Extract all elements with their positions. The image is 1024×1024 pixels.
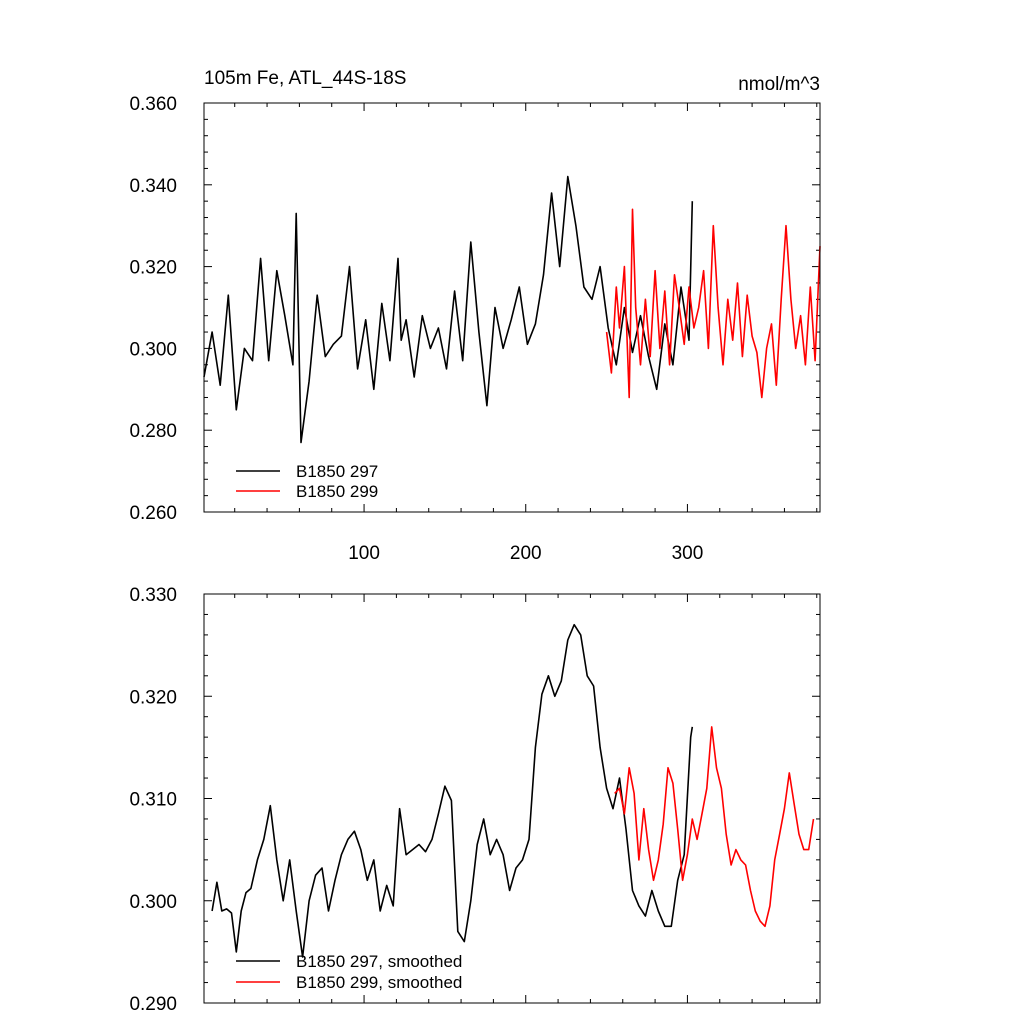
top-panel-x-tick-labels: 100 200 300 — [348, 543, 703, 564]
panel-1-y-tick-label: 0.300 — [129, 892, 177, 913]
legend-label-b1850-297: B1850 297 — [296, 462, 378, 481]
bottom-panel: 0.290 0.300 0.310 0.320 0.330 B1850 297, smo… — [129, 585, 821, 1015]
panel-0-x-tick-label: 300 — [672, 543, 704, 564]
panel-1-y-tick-label: 0.310 — [129, 790, 177, 811]
series-line-b1850-297-smoothed — [211, 623, 694, 958]
top-panel: 105m Fe, ATL_44S-18S nmol/m^3 0.260 0.280… — [129, 68, 821, 564]
panel-0-y-tick-label: 0.260 — [129, 503, 177, 524]
panel-0-y-tick-label: 0.280 — [129, 421, 177, 442]
panel-0-y-tick-label: 0.320 — [129, 258, 177, 279]
panel-0-y-tick-label: 0.300 — [129, 339, 177, 360]
bottom-panel-series — [211, 623, 815, 958]
legend-label-b1850-297-smoothed: B1850 297, smoothed — [296, 952, 462, 971]
legend-label-b1850-299: B1850 299 — [296, 482, 378, 501]
bottom-panel-y-tick-labels: 0.290 0.300 0.310 0.320 0.330 — [129, 585, 177, 1015]
series-line-b1850-297 — [203, 175, 694, 444]
top-panel-title: 105m Fe, ATL_44S-18S — [204, 68, 406, 89]
bottom-panel-ticks — [204, 593, 820, 1004]
panel-0-y-tick-label: 0.360 — [129, 94, 177, 115]
panel-0-y-tick-label: 0.340 — [129, 176, 177, 197]
top-panel-frame — [203, 102, 821, 513]
top-panel-legend: B1850 297 B1850 299 — [236, 462, 378, 501]
bottom-panel-legend: B1850 297, smoothed B1850 299, smoothed — [236, 952, 462, 992]
panel-1-y-tick-label: 0.330 — [129, 585, 177, 606]
top-panel-series — [203, 175, 821, 444]
series-line-b1850-299-smoothed — [614, 726, 815, 928]
panel-1-y-tick-label: 0.290 — [129, 994, 177, 1015]
panel-0-x-tick-label: 200 — [510, 543, 542, 564]
panel-0-x-tick-label: 100 — [348, 543, 380, 564]
bottom-panel-frame — [203, 593, 821, 1004]
legend-label-b1850-299-smoothed: B1850 299, smoothed — [296, 973, 462, 992]
top-panel-units: nmol/m^3 — [738, 74, 820, 95]
top-panel-y-tick-labels: 0.260 0.280 0.300 0.320 0.340 0.360 — [129, 94, 177, 524]
series-line-b1850-299 — [605, 208, 821, 399]
panel-1-y-tick-label: 0.320 — [129, 687, 177, 708]
